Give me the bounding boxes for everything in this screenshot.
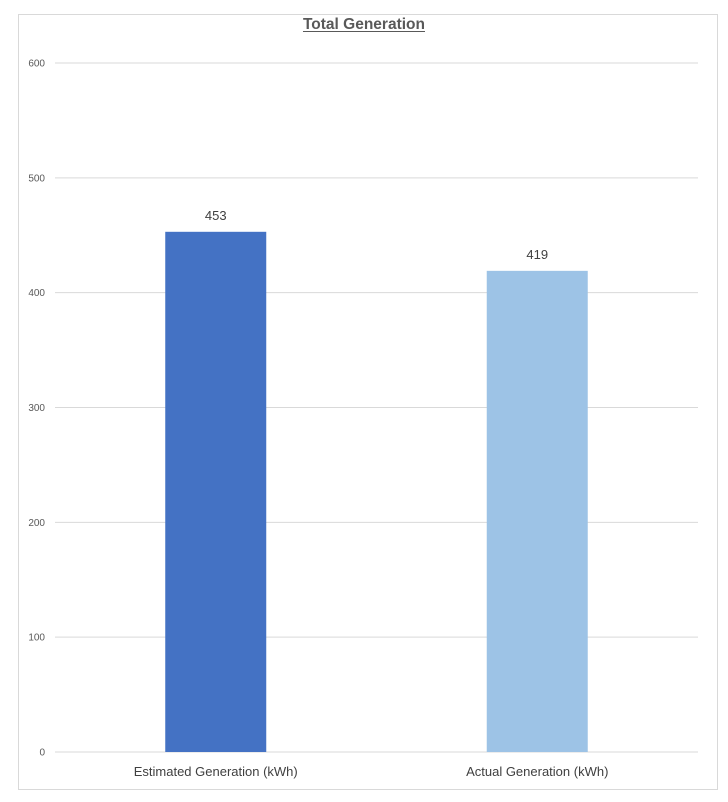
chart-title: Total Generation: [302, 16, 425, 33]
y-tick-label: 300: [28, 403, 45, 414]
y-tick-label: 0: [39, 748, 45, 759]
x-axis-categories: Estimated Generation (kWh) Actual Generat…: [134, 764, 609, 779]
bar: [486, 270, 588, 752]
y-tick-label: 100: [28, 633, 45, 644]
bar: [165, 231, 267, 752]
y-axis-ticks: 0 100 200 300 400 500 600: [28, 59, 45, 759]
x-category-label: Actual Generation (kWh): [466, 764, 608, 779]
x-category-label: Estimated Generation (kWh): [134, 764, 298, 779]
gridlines: [55, 62, 698, 753]
data-label: 453: [205, 208, 227, 223]
y-tick-label: 600: [28, 59, 45, 70]
y-tick-label: 500: [28, 173, 45, 184]
y-tick-label: 200: [28, 518, 45, 529]
chart-frame: [18, 14, 718, 790]
data-labels: 453 419: [205, 208, 548, 262]
data-label: 419: [526, 247, 548, 262]
y-tick-label: 400: [28, 288, 45, 299]
bars: [165, 231, 588, 752]
